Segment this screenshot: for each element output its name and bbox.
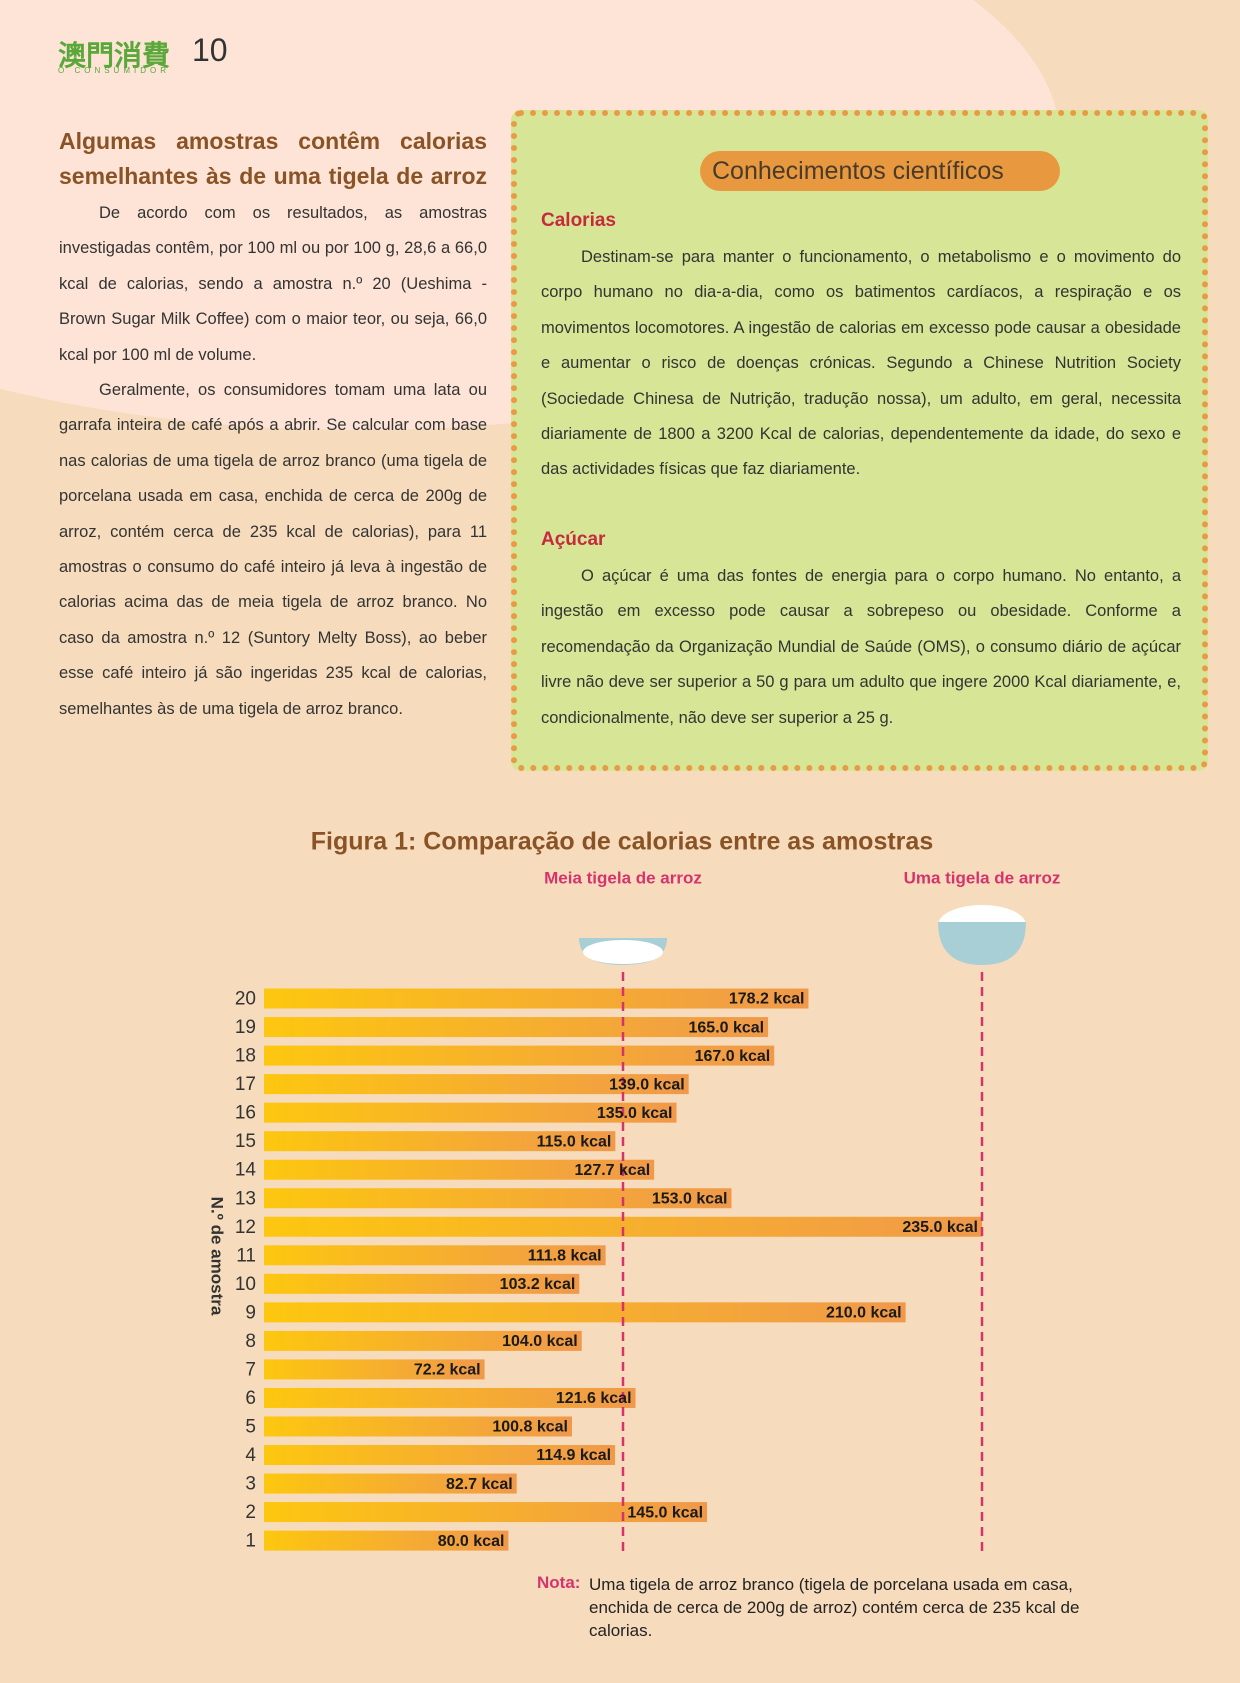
bar (264, 1359, 485, 1380)
value-label: 210.0 kcal (826, 1305, 902, 1322)
value-label: 80.0 kcal (438, 1533, 505, 1550)
y-tick-label: 19 (235, 1017, 256, 1038)
value-label: 82.7 kcal (446, 1476, 513, 1493)
box-title: Conhecimentos científicos (700, 151, 1060, 191)
rice-icon (583, 940, 663, 964)
bar (264, 1074, 689, 1095)
bar (264, 1330, 582, 1351)
value-label: 103.2 kcal (500, 1276, 576, 1293)
box-section: Calorias Destinam-se para manter o funci… (541, 210, 1181, 488)
bar (264, 1245, 606, 1266)
article-body: De acordo com os resultados, as amostras… (59, 196, 487, 727)
value-label: 100.8 kcal (492, 1419, 568, 1436)
note-label: Nota: (537, 1573, 581, 1592)
y-tick-label: 8 (245, 1331, 256, 1352)
y-tick-label: 3 (245, 1474, 256, 1495)
bowl-icon (938, 922, 1026, 965)
info-box (511, 110, 1208, 771)
y-tick-label: 16 (235, 1103, 256, 1124)
y-tick-label: 12 (235, 1217, 256, 1238)
y-tick-label: 15 (235, 1131, 256, 1152)
bar (264, 1188, 732, 1209)
y-tick-label: 11 (236, 1245, 256, 1266)
section-text: O açúcar é uma das fontes de energia par… (541, 567, 1181, 727)
y-tick-label: 13 (235, 1188, 256, 1209)
y-tick-label: 4 (245, 1445, 256, 1466)
value-label: 111.8 kcal (528, 1248, 602, 1265)
value-label: 167.0 kcal (695, 1048, 771, 1065)
bar (264, 1416, 572, 1437)
value-label: 127.7 kcal (575, 1162, 651, 1179)
y-tick-label: 10 (235, 1274, 256, 1295)
y-tick-label: 17 (235, 1074, 256, 1095)
bar (264, 1045, 775, 1066)
value-label: 145.0 kcal (627, 1504, 703, 1521)
y-tick-label: 9 (245, 1302, 256, 1323)
y-axis-label: N.º de amostra (208, 1197, 227, 1316)
section-heading: Calorias (541, 210, 616, 231)
y-tick-label: 7 (245, 1359, 256, 1380)
bar (264, 1017, 769, 1038)
value-label: 139.0 kcal (609, 1076, 685, 1093)
bar (264, 1445, 616, 1466)
bar (264, 1102, 677, 1123)
page-number: 10 (192, 32, 228, 68)
value-label: 165.0 kcal (689, 1019, 765, 1036)
bar (264, 1387, 636, 1408)
note-text: Uma tigela de arroz branco (tigela de po… (589, 1575, 1080, 1640)
value-label: 115.0 kcal (537, 1133, 612, 1150)
bar (264, 1302, 906, 1323)
bar (264, 1530, 509, 1551)
value-label: 114.9 kcal (536, 1447, 611, 1464)
article-heading: Algumas amostras contêm calorias semelha… (59, 128, 487, 189)
y-tick-label: 5 (245, 1416, 256, 1437)
bar (264, 1131, 616, 1152)
paragraph: Geralmente, os consumidores tomam uma la… (59, 381, 487, 718)
reference-label: Uma tigela de arroz (904, 868, 1061, 887)
value-label: 104.0 kcal (502, 1333, 578, 1350)
bar (264, 988, 809, 1009)
box-section: Açúcar O açúcar é uma das fontes de ener… (541, 529, 1181, 736)
chart-title: Figura 1: Comparação de calorias entre a… (311, 828, 933, 856)
value-label: 72.2 kcal (414, 1362, 481, 1379)
logo-subtitle: O CONSUMIDOR (58, 66, 170, 75)
y-tick-label: 14 (235, 1160, 257, 1181)
logo: 澳門消費 (58, 40, 171, 71)
bar (264, 1502, 708, 1523)
y-tick-label: 18 (235, 1046, 256, 1067)
paragraph: De acordo com os resultados, as amostras… (59, 204, 487, 364)
y-tick-label: 6 (245, 1388, 256, 1409)
y-tick-label: 20 (235, 989, 256, 1010)
y-tick-label: 2 (245, 1502, 256, 1523)
value-label: 121.6 kcal (556, 1390, 632, 1407)
bar (264, 1273, 580, 1294)
bar (264, 1159, 655, 1180)
bar (264, 1473, 517, 1494)
value-label: 135.0 kcal (597, 1105, 673, 1122)
bar (264, 1216, 982, 1237)
y-tick-label: 1 (245, 1531, 256, 1552)
value-label: 178.2 kcal (729, 991, 805, 1008)
value-label: 153.0 kcal (652, 1190, 728, 1207)
reference-label: Meia tigela de arroz (544, 868, 702, 887)
section-text: Destinam-se para manter o funcionamento,… (541, 248, 1181, 479)
value-label: 235.0 kcal (902, 1219, 978, 1236)
section-heading: Açúcar (541, 529, 606, 550)
